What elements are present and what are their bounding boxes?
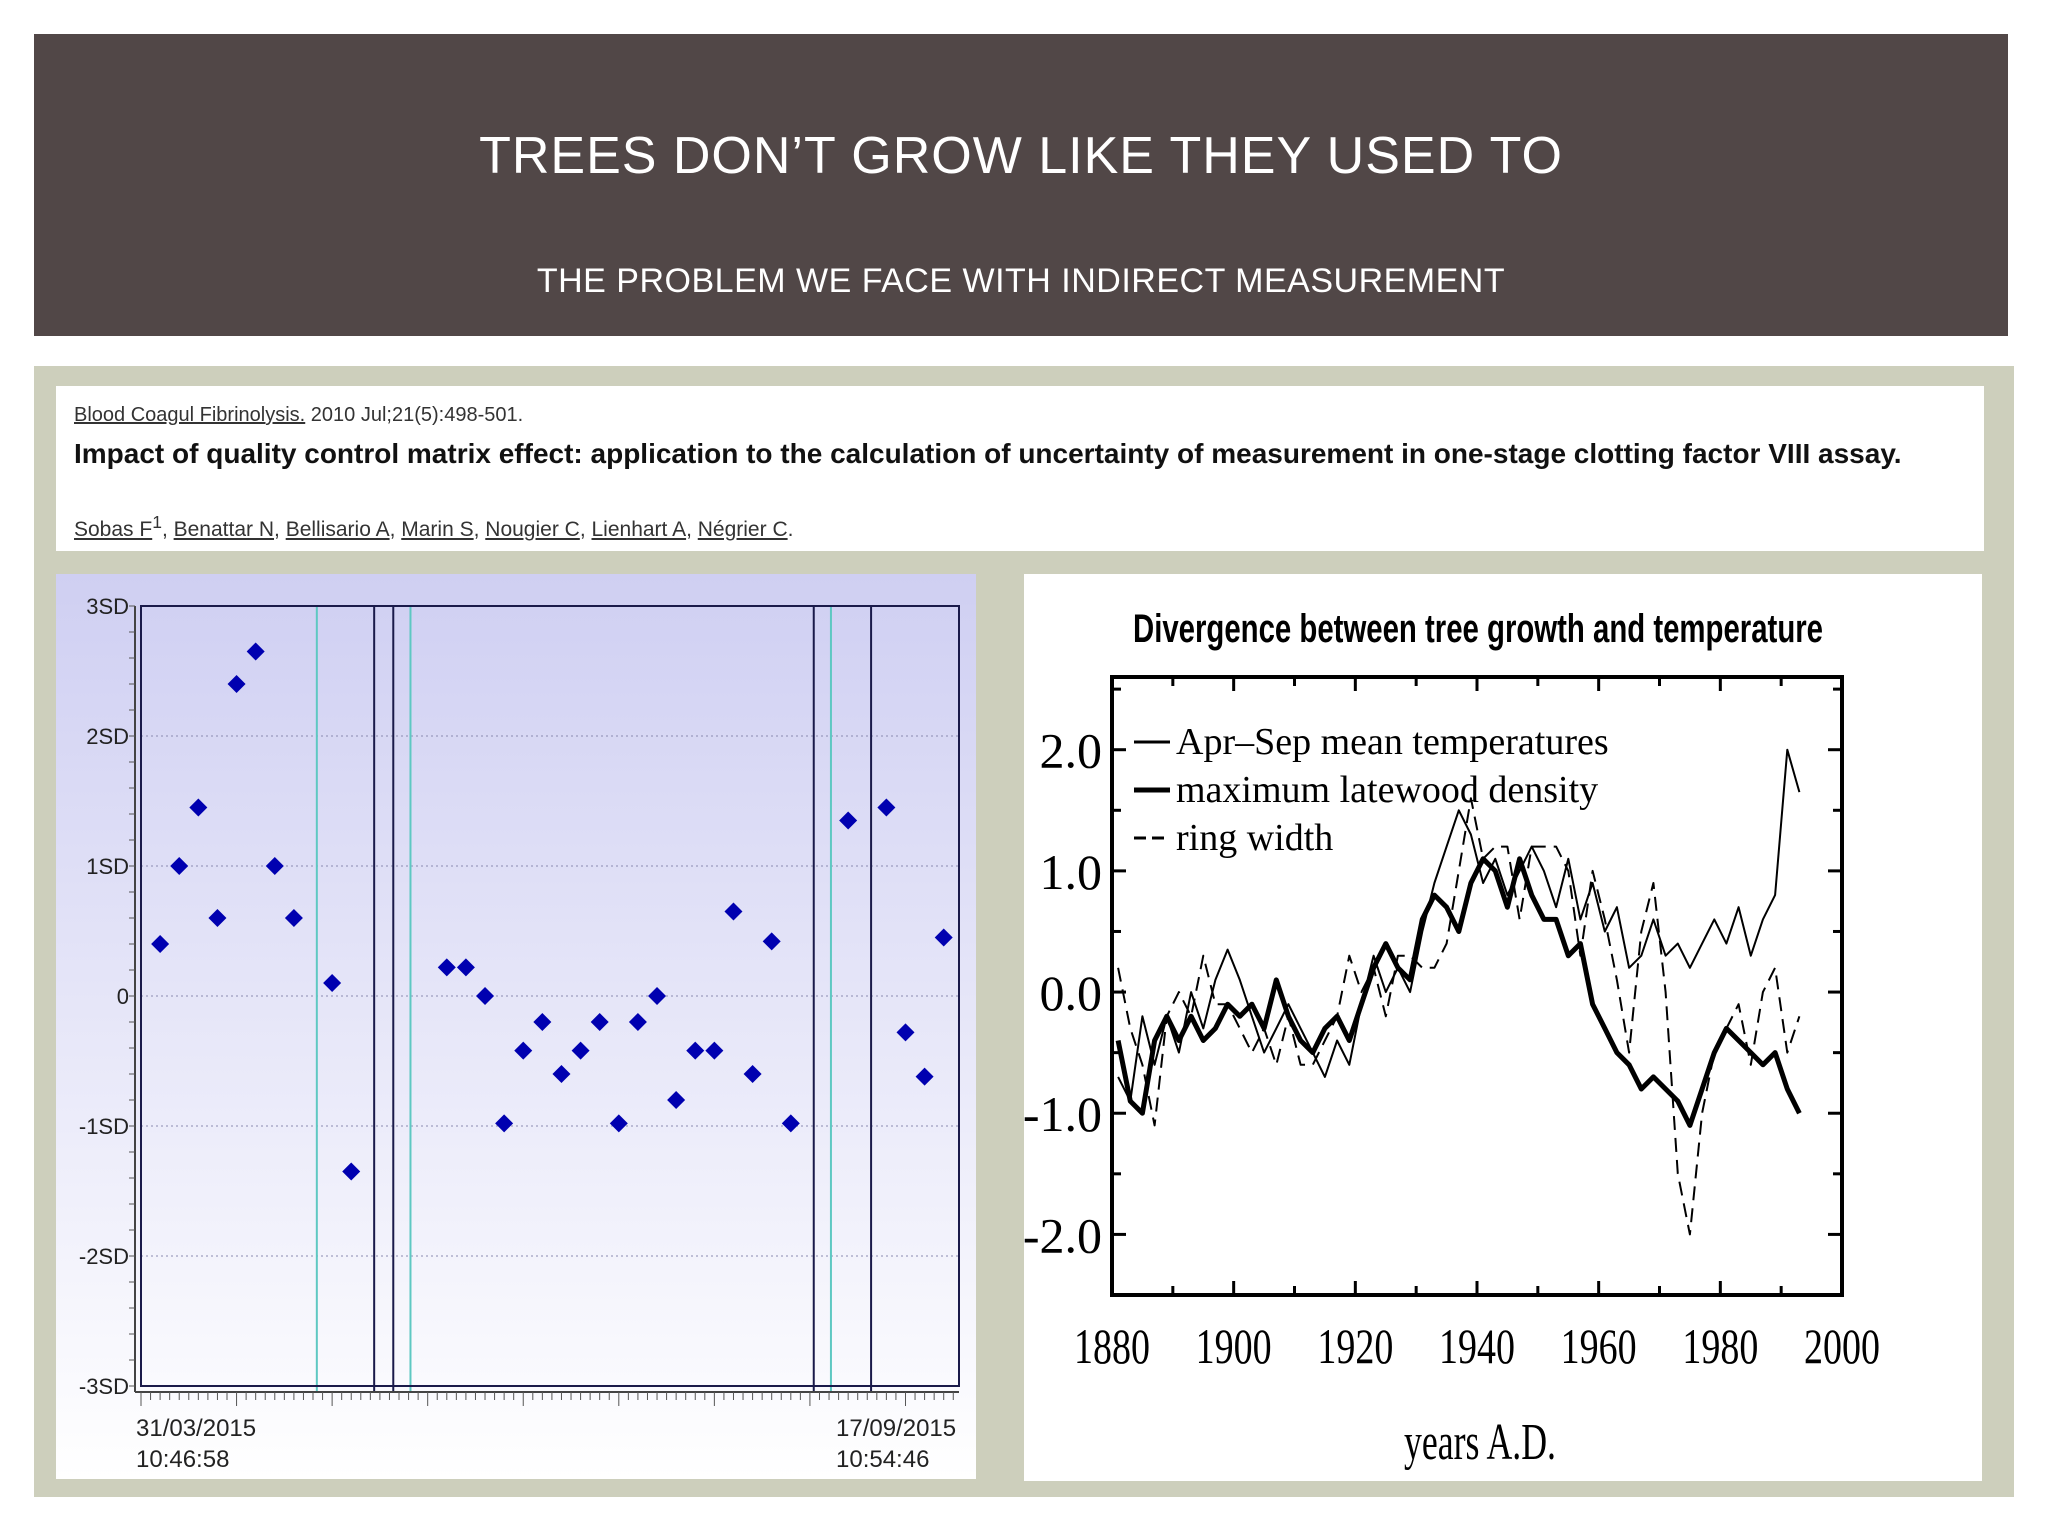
qc-levey-jennings-chart: 3SD 2SD 1SD 0 -1SD -2SD -3SD 31/03/2015 10:46:… bbox=[56, 574, 976, 1479]
qc-data-point bbox=[151, 935, 170, 953]
y-tick-label: -2.0 bbox=[1024, 1207, 1102, 1263]
series-line bbox=[1117, 748, 1801, 1103]
y-tick-label: 2SD bbox=[86, 724, 129, 749]
y-tick-label: 0.0 bbox=[1040, 965, 1103, 1021]
title-banner: TREES DON’T GROW LIKE THEY USED TO THE P… bbox=[34, 34, 2008, 336]
author-link[interactable]: Benattar N bbox=[173, 518, 275, 541]
qc-data-point bbox=[323, 974, 342, 992]
y-tick-label: -3SD bbox=[79, 1374, 129, 1399]
series-line bbox=[1117, 797, 1801, 1236]
x-start-date: 31/03/2015 bbox=[136, 1415, 256, 1442]
qc-data-point bbox=[686, 1041, 705, 1060]
slide-subtitle: THE PROBLEM WE FACE WITH INDIRECT MEASUR… bbox=[536, 262, 1506, 300]
author-list: Sobas F1, Benattar N, Bellisario A, Mari… bbox=[74, 512, 794, 541]
qc-data-point bbox=[705, 1041, 724, 1060]
qc-data-point bbox=[648, 987, 667, 1005]
x-start-time: 10:46:58 bbox=[136, 1446, 229, 1473]
author-link[interactable]: Sobas F bbox=[74, 518, 153, 541]
y-tick-label: 1.0 bbox=[1040, 844, 1103, 900]
y-tick-label: 2.0 bbox=[1040, 723, 1103, 779]
citation-source: Blood Coagul Fibrinolysis. 2010 Jul;21(5… bbox=[74, 404, 523, 427]
qc-data-point bbox=[246, 642, 265, 661]
chart-title: Divergence between tree growth and tempe… bbox=[1133, 607, 1823, 651]
x-tick-label: 2000 bbox=[1804, 1318, 1880, 1374]
qc-data-point bbox=[877, 798, 896, 817]
qc-data-point bbox=[896, 1023, 915, 1042]
tree-chart-panel: Divergence between tree growth and tempe… bbox=[1023, 574, 1982, 1481]
qc-data-point bbox=[590, 1013, 609, 1031]
y-tick-label: 0 bbox=[117, 984, 129, 1009]
qc-data-point bbox=[934, 928, 953, 947]
author-link[interactable]: Négrier C bbox=[697, 518, 788, 541]
paper-title: Impact of quality control matrix effect:… bbox=[74, 438, 1902, 469]
qc-data-point bbox=[170, 857, 189, 875]
legend-label: ring width bbox=[1176, 817, 1333, 859]
qc-data-point bbox=[265, 857, 284, 875]
x-tick-label: 1940 bbox=[1439, 1318, 1515, 1374]
author-link[interactable]: Lienhart A bbox=[591, 518, 687, 541]
journal-link[interactable]: Blood Coagul Fibrinolysis. bbox=[74, 404, 306, 426]
qc-data-point bbox=[456, 958, 475, 977]
y-tick-label: 3SD bbox=[86, 594, 129, 619]
x-tick-label: 1960 bbox=[1561, 1318, 1637, 1374]
x-tick-label: 1980 bbox=[1682, 1318, 1758, 1374]
x-end-date: 17/09/2015 bbox=[836, 1415, 956, 1442]
author-link[interactable]: Bellisario A bbox=[285, 518, 390, 541]
qc-data-point bbox=[762, 932, 781, 951]
author-link[interactable]: Marin S bbox=[401, 518, 474, 541]
qc-data-point bbox=[781, 1114, 800, 1133]
y-tick-label: 1SD bbox=[86, 854, 129, 879]
x-tick-label: 1900 bbox=[1196, 1318, 1272, 1374]
qc-data-point bbox=[743, 1065, 762, 1083]
qc-data-point bbox=[667, 1091, 686, 1109]
qc-data-point bbox=[514, 1041, 533, 1060]
qc-data-point bbox=[342, 1162, 361, 1181]
qc-data-point bbox=[571, 1041, 590, 1060]
qc-data-point bbox=[628, 1013, 647, 1031]
qc-data-point bbox=[284, 909, 303, 927]
plot-frame bbox=[140, 605, 960, 1387]
qc-data-point bbox=[495, 1114, 514, 1133]
citation-date-ref: 2010 Jul;21(5):498-501. bbox=[305, 404, 524, 426]
citation-box: Blood Coagul Fibrinolysis. 2010 Jul;21(5… bbox=[56, 386, 1984, 551]
qc-data-point bbox=[609, 1114, 628, 1133]
qc-data-point bbox=[476, 987, 495, 1005]
qc-data-point bbox=[724, 902, 743, 921]
divergence-line-chart: Divergence between tree growth and tempe… bbox=[1023, 607, 1880, 1471]
slide-title: TREES DON’T GROW LIKE THEY USED TO bbox=[479, 127, 1563, 185]
qc-data-point bbox=[227, 675, 246, 693]
qc-data-point bbox=[189, 798, 208, 817]
x-tick-label: 1920 bbox=[1317, 1318, 1393, 1374]
legend-label: Apr–Sep mean temperatures bbox=[1176, 721, 1609, 763]
series-line bbox=[1115, 856, 1802, 1128]
y-tick-label: -2SD bbox=[79, 1244, 129, 1269]
author-link[interactable]: Nougier C bbox=[485, 518, 580, 541]
legend-label: maximum latewood density bbox=[1176, 769, 1598, 811]
x-tick-label: 1880 bbox=[1074, 1318, 1150, 1374]
qc-data-point bbox=[208, 909, 227, 927]
x-axis-label: years A.D. bbox=[1404, 1414, 1556, 1471]
qc-data-point bbox=[915, 1067, 934, 1086]
qc-plot-background bbox=[56, 574, 976, 1479]
qc-data-point bbox=[552, 1065, 571, 1083]
qc-data-point bbox=[533, 1013, 552, 1031]
qc-data-point bbox=[437, 958, 456, 977]
qc-data-point bbox=[839, 811, 858, 830]
y-tick-label: -1.0 bbox=[1024, 1086, 1102, 1142]
affiliation-marker: 1 bbox=[152, 512, 162, 532]
x-end-time: 10:54:46 bbox=[836, 1446, 929, 1473]
y-tick-label: -1SD bbox=[79, 1114, 129, 1139]
qc-chart-panel: 3SD 2SD 1SD 0 -1SD -2SD -3SD 31/03/2015 10:46:… bbox=[56, 574, 976, 1479]
